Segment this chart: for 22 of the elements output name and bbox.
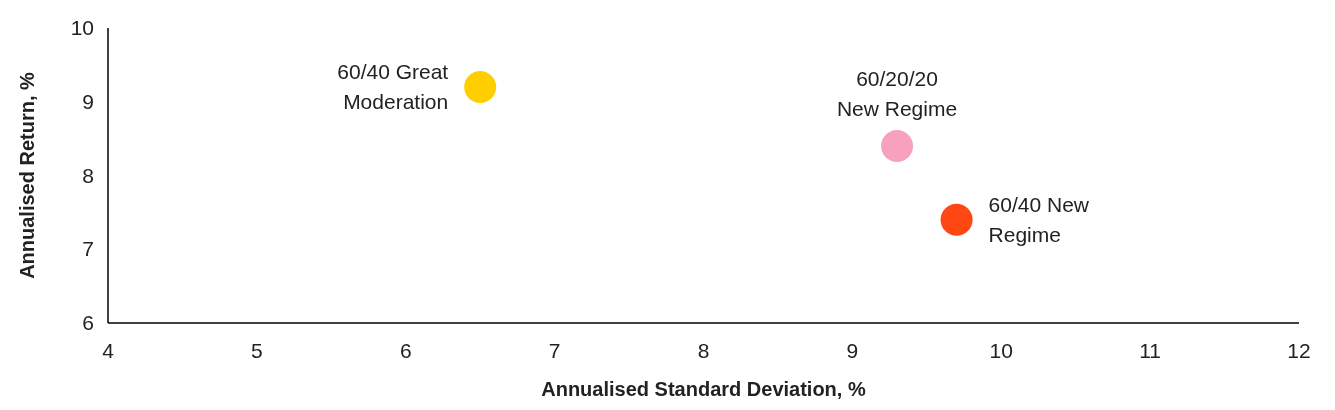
y-tick-label: 10 bbox=[70, 16, 94, 39]
series-label: 60/20/20 New Regime bbox=[836, 67, 958, 120]
y-tick-label: 7 bbox=[82, 237, 94, 261]
x-tick-label: 9 bbox=[846, 339, 859, 362]
x-tick-label: 6 bbox=[399, 339, 412, 362]
x-tick-label: 4 bbox=[102, 339, 115, 362]
point bbox=[881, 130, 914, 162]
x-axis-title: Annualised Standard Deviation, % bbox=[541, 378, 866, 400]
x-tick-label: 12 bbox=[1287, 339, 1311, 362]
point bbox=[464, 71, 497, 103]
y-tick-label: 6 bbox=[82, 311, 94, 334]
series-label: 60/40 New Regime bbox=[988, 192, 1090, 246]
x-tick-label: 8 bbox=[697, 339, 710, 362]
y-tick-label: 9 bbox=[82, 89, 94, 113]
x-tick-label: 5 bbox=[251, 339, 263, 362]
x-tick-label: 7 bbox=[548, 339, 561, 362]
x-tick-label: 11 bbox=[1139, 339, 1162, 362]
point bbox=[940, 203, 973, 236]
series-label: 60/40 Great Moderation bbox=[337, 60, 449, 113]
y-axis-title: Annualised Return, % bbox=[16, 71, 38, 279]
x-tick-label: 10 bbox=[989, 339, 1013, 362]
y-tick-label: 8 bbox=[82, 163, 94, 187]
